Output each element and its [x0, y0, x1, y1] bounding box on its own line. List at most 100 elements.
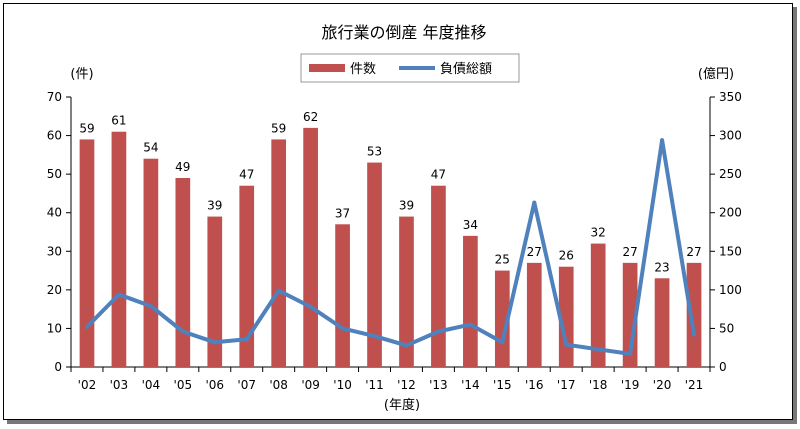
- line-point: [84, 324, 89, 329]
- bar-data-label: 62: [303, 110, 318, 124]
- bar: [207, 216, 223, 367]
- line-point: [532, 200, 537, 205]
- bar: [654, 278, 670, 367]
- bar: [271, 139, 287, 367]
- legend-swatch-bar: [309, 64, 345, 72]
- bar-data-label: 37: [335, 206, 350, 220]
- y-left-tick-label: 10: [47, 321, 62, 335]
- bar-data-label: 39: [207, 199, 222, 213]
- x-tick-label: '16: [525, 378, 544, 392]
- line-point: [660, 138, 665, 143]
- bar: [239, 185, 255, 367]
- line-point: [468, 322, 473, 327]
- bar: [335, 224, 350, 367]
- x-tick-label: '08: [269, 378, 288, 392]
- y-right-tick-label: 250: [719, 167, 742, 181]
- line-point: [596, 347, 601, 352]
- bar-data-label: 61: [111, 114, 126, 128]
- x-tick-label: '03: [110, 378, 129, 392]
- x-axis-label: (年度): [384, 397, 420, 413]
- x-tick-label: '07: [237, 378, 256, 392]
- bar-data-label: 27: [527, 245, 542, 259]
- x-tick-label: '06: [205, 378, 224, 392]
- x-ticks: '02 '03 '04 '05 '06 '07 '08 '09 '10 '11 '12 '13 '14 '…: [70, 367, 711, 392]
- chart-svg: 旅行業の倒産 年度推移 (件) (億円) 件数 負債総額 0 10 20 30 40 50…: [47, 23, 742, 413]
- x-tick-label: '05: [174, 378, 193, 392]
- bar-data-label: 27: [622, 245, 637, 259]
- line-point: [212, 340, 217, 345]
- line-point: [276, 288, 281, 293]
- axes: 0 10 20 30 40 50 60 70 0 50 100 150 200 250 300 350: [47, 90, 742, 374]
- y-left-tick-label: 60: [47, 129, 62, 143]
- bar: [558, 266, 574, 367]
- bar-data-label: 47: [239, 168, 254, 182]
- bar-data-label: 26: [559, 249, 574, 263]
- y-right-tick-label: 350: [719, 90, 742, 104]
- y-left-tick-label: 20: [47, 283, 62, 297]
- bars: [79, 127, 702, 367]
- bar: [590, 243, 606, 367]
- y-left-tick-label: 0: [54, 360, 62, 374]
- line-point: [372, 334, 377, 339]
- line-point: [564, 342, 569, 347]
- line-point: [244, 337, 249, 342]
- bar-data-label: 27: [686, 245, 701, 259]
- line-point: [436, 329, 441, 334]
- x-tick-label: '12: [397, 378, 416, 392]
- legend: 件数 負債総額: [300, 53, 520, 83]
- y-left-tick-label: 50: [47, 167, 62, 181]
- x-tick-label: '10: [333, 378, 352, 392]
- line-point: [116, 292, 121, 297]
- x-tick-label: '14: [461, 378, 480, 392]
- bar-data-label: 34: [463, 218, 478, 232]
- line-point: [340, 326, 345, 331]
- x-tick-label: '19: [621, 378, 640, 392]
- x-tick-label: '17: [557, 378, 576, 392]
- bar-data-label: 53: [367, 145, 382, 159]
- bar-labels: 59 61 54 49 39 47 59 62 37 53 39 47 34 25 27 26 32 27 23 27: [79, 110, 701, 274]
- y-left-tick-label: 30: [47, 244, 62, 258]
- y-right-tick-label: 200: [719, 206, 742, 220]
- x-tick-label: '21: [685, 378, 704, 392]
- y-right-tick-label: 100: [719, 283, 742, 297]
- bar: [494, 270, 510, 367]
- line-point: [628, 351, 633, 356]
- x-tick-label: '09: [301, 378, 320, 392]
- y-left-label: (件): [70, 67, 93, 82]
- bar-data-label: 49: [175, 160, 190, 174]
- y-right-tick-label: 50: [719, 321, 734, 335]
- bar-data-label: 23: [654, 260, 669, 274]
- line-point: [692, 332, 697, 337]
- bar-data-label: 59: [271, 121, 286, 135]
- bar-data-label: 54: [143, 141, 158, 155]
- bar-data-label: 32: [591, 226, 606, 240]
- bar: [526, 262, 542, 367]
- y-right-label: (億円): [698, 66, 734, 82]
- x-tick-label: '15: [493, 378, 512, 392]
- legend-label-line: 負債総額: [440, 62, 492, 77]
- line-debt-total: [85, 138, 696, 356]
- bar: [686, 262, 702, 367]
- chart-frame: 旅行業の倒産 年度推移 (件) (億円) 件数 負債総額 0 10 20 30 40 50…: [3, 3, 793, 420]
- y-right-tick-label: 300: [719, 129, 742, 143]
- x-tick-label: '18: [589, 378, 608, 392]
- y-right-tick-label: 0: [719, 360, 727, 374]
- line-series: [84, 138, 697, 356]
- bar: [399, 216, 414, 367]
- legend-label-bar: 件数: [350, 62, 376, 77]
- line-point: [180, 329, 185, 334]
- bar: [431, 185, 446, 367]
- y-left-tick-label: 40: [47, 206, 62, 220]
- bar: [79, 139, 95, 367]
- bar: [143, 158, 159, 367]
- line-point: [308, 304, 313, 309]
- line-point: [500, 340, 505, 345]
- line-point: [404, 343, 409, 348]
- bar: [111, 131, 127, 367]
- line-point: [148, 304, 153, 309]
- bar-data-label: 47: [431, 168, 446, 182]
- bar: [367, 162, 382, 367]
- bar-data-label: 25: [495, 253, 510, 267]
- x-tick-label: '13: [429, 378, 448, 392]
- x-tick-label: '11: [365, 378, 384, 392]
